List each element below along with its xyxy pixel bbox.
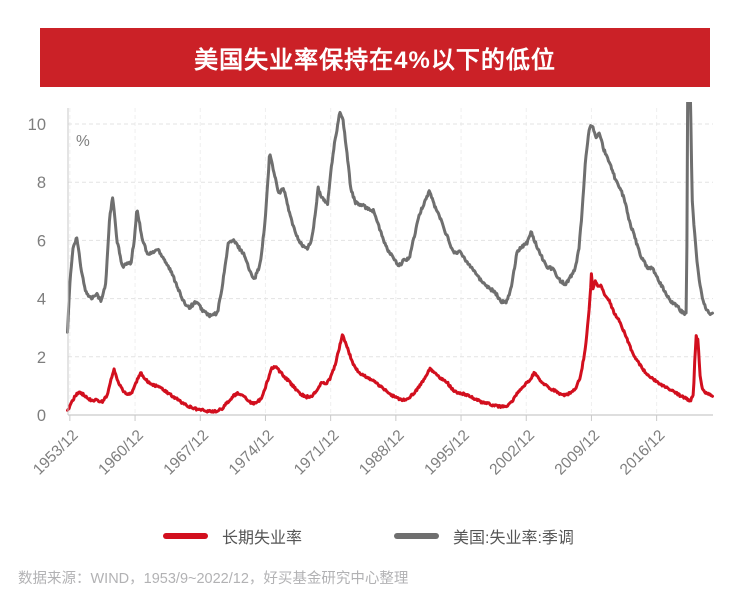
legend-swatch-red (163, 533, 208, 539)
x-tick-label: 1967/12 (160, 427, 212, 479)
x-tick-label: 1974/12 (226, 427, 278, 479)
y-tick-label: 2 (37, 349, 46, 367)
y-tick-label: 4 (37, 291, 46, 309)
y-tick-label: 10 (28, 116, 46, 134)
x-tick-label: 1960/12 (95, 427, 147, 479)
x-tick-label: 2002/12 (486, 427, 538, 479)
x-tick-label: 1953/12 (30, 427, 82, 479)
long-term-unemployment-line (66, 272, 714, 414)
x-tick-label: 2009/12 (552, 427, 604, 479)
y-tick-label: 8 (37, 174, 46, 192)
legend-label: 美国:失业率:季调 (453, 530, 574, 547)
legend-label: 长期失业率 (222, 530, 303, 547)
x-tick-label: 1988/12 (356, 427, 408, 479)
x-tick-label: 1995/12 (421, 427, 473, 479)
x-tick-label: 2016/12 (617, 427, 669, 479)
page-title: 美国失业率保持在4%以下的低位 (194, 47, 556, 74)
legend-item-long-term: 长期失业率 (163, 524, 302, 548)
legend-item-us-rate: 美国:失业率:季调 (394, 524, 574, 548)
y-axis-unit-label: % (76, 133, 90, 150)
legend-swatch-gray (394, 533, 440, 539)
title-banner: 美国失业率保持在4%以下的低位 (40, 28, 710, 87)
y-tick-label: 6 (37, 232, 46, 250)
chart-legend: 长期失业率 美国:失业率:季调 (163, 524, 574, 548)
y-tick-label: 0 (37, 407, 46, 425)
data-source-note: 数据来源：WIND，1953/9~2022/12，好买基金研究中心整理 (18, 571, 409, 587)
us-unemployment-line (66, 102, 714, 334)
unemployment-line-chart: 0 2 4 6 8 10% 1953/12 1960/12 1967/12 1974/12 1971… (28, 102, 714, 479)
x-tick-label: 1971/12 (291, 427, 343, 479)
